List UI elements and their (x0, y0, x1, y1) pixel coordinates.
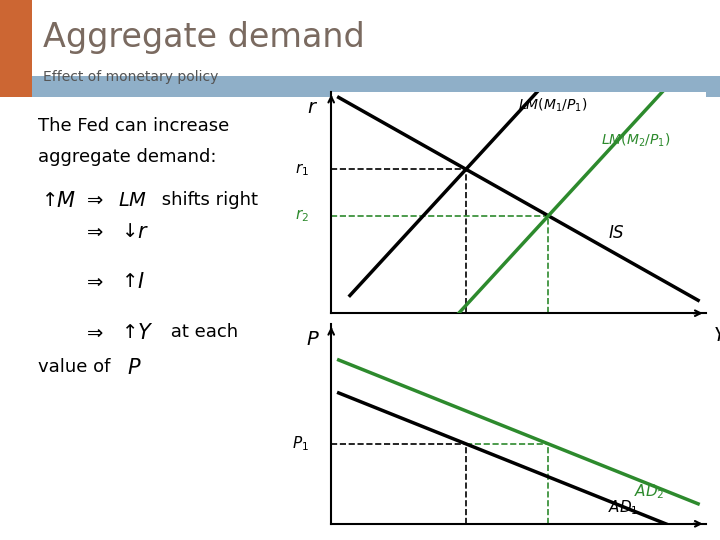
Text: $\downarrow$: $\downarrow$ (117, 221, 135, 241)
Text: $r_1$: $r_1$ (294, 161, 309, 178)
Text: The Fed can increase: The Fed can increase (38, 117, 230, 134)
Text: $\mathbf{\mathit{r}}$: $\mathbf{\mathit{r}}$ (137, 221, 148, 241)
Text: $P_1$: $P_1$ (292, 435, 309, 453)
Text: $\mathbf{\mathit{Y}}$: $\mathbf{\mathit{Y}}$ (713, 327, 720, 346)
Bar (0, 0, 32, 97)
Text: $\mathit{AD}_2$: $\mathit{AD}_2$ (634, 482, 665, 501)
Text: $\mathit{LM}$: $\mathit{LM}$ (117, 191, 147, 210)
Text: $\mathbf{\mathit{M}}$: $\mathbf{\mathit{M}}$ (55, 191, 75, 211)
Text: $\uparrow$: $\uparrow$ (38, 191, 56, 210)
Text: $r_2$: $r_2$ (294, 207, 309, 224)
Text: at each: at each (165, 323, 238, 341)
Text: aggregate demand:: aggregate demand: (38, 148, 217, 166)
Text: value of: value of (38, 357, 117, 376)
Text: $\Rightarrow$: $\Rightarrow$ (83, 323, 104, 342)
Text: $\mathbf{\mathit{Y}}$: $\mathbf{\mathit{Y}}$ (137, 323, 153, 343)
Text: $\mathbf{\mathit{I}}$: $\mathbf{\mathit{I}}$ (137, 272, 144, 292)
Text: $\mathit{AD}_1$: $\mathit{AD}_1$ (608, 498, 639, 517)
Text: $\mathbf{\mathit{r}}$: $\mathbf{\mathit{r}}$ (307, 98, 318, 117)
Text: $\mathit{IS}$: $\mathit{IS}$ (608, 225, 625, 242)
Text: $\Rightarrow$: $\Rightarrow$ (83, 190, 104, 209)
Text: $\Rightarrow$: $\Rightarrow$ (83, 221, 104, 241)
Text: $\mathbf{\mathit{P}}$: $\mathbf{\mathit{P}}$ (127, 357, 142, 377)
Text: $\mathbf{\mathit{P}}$: $\mathbf{\mathit{P}}$ (305, 330, 320, 349)
Text: $\mathit{LM}(M_2/P_1)$: $\mathit{LM}(M_2/P_1)$ (600, 132, 670, 149)
Text: $Y_1$: $Y_1$ (457, 331, 474, 349)
Text: shifts right: shifts right (156, 191, 258, 208)
Text: $Y_2$: $Y_2$ (540, 331, 557, 349)
Bar (32, 76, 720, 97)
Text: Aggregate demand: Aggregate demand (43, 22, 365, 55)
Text: Effect of monetary policy: Effect of monetary policy (43, 70, 219, 84)
Text: $\uparrow$: $\uparrow$ (117, 272, 135, 291)
Text: $\uparrow$: $\uparrow$ (117, 323, 135, 342)
Text: $\Rightarrow$: $\Rightarrow$ (83, 272, 104, 291)
Text: $\mathit{LM}(M_1/P_1)$: $\mathit{LM}(M_1/P_1)$ (518, 96, 588, 113)
